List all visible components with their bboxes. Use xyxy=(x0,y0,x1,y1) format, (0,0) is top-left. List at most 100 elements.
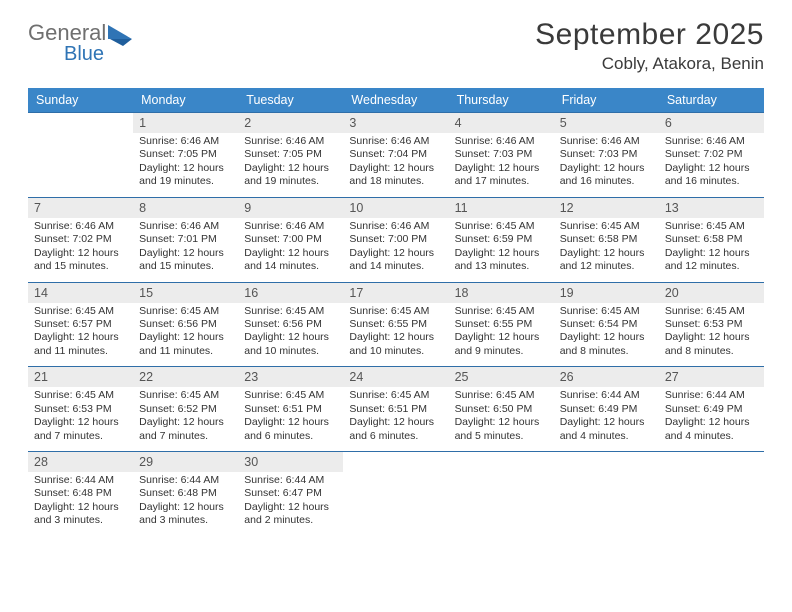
sunrise-text: Sunrise: 6:46 AM xyxy=(244,135,337,148)
day-body: Sunrise: 6:45 AMSunset: 6:53 PMDaylight:… xyxy=(28,387,133,451)
day-number: 11 xyxy=(449,198,554,218)
calendar-day xyxy=(343,452,448,536)
daylight-text: Daylight: 12 hours and 8 minutes. xyxy=(560,331,653,358)
sunrise-text: Sunrise: 6:44 AM xyxy=(244,474,337,487)
day-number: 25 xyxy=(449,367,554,387)
day-body: Sunrise: 6:45 AMSunset: 6:51 PMDaylight:… xyxy=(343,387,448,451)
day-number: 14 xyxy=(28,283,133,303)
sunrise-text: Sunrise: 6:45 AM xyxy=(139,305,232,318)
calendar-day: 26Sunrise: 6:44 AMSunset: 6:49 PMDayligh… xyxy=(554,367,659,451)
calendar-day: 15Sunrise: 6:45 AMSunset: 6:56 PMDayligh… xyxy=(133,283,238,367)
calendar-day: 9Sunrise: 6:46 AMSunset: 7:00 PMDaylight… xyxy=(238,198,343,282)
daylight-text: Daylight: 12 hours and 19 minutes. xyxy=(244,162,337,189)
dow-friday: Friday xyxy=(554,88,659,112)
day-body: Sunrise: 6:46 AMSunset: 7:03 PMDaylight:… xyxy=(449,133,554,197)
brand-word1: General xyxy=(28,20,106,45)
calendar-day: 19Sunrise: 6:45 AMSunset: 6:54 PMDayligh… xyxy=(554,283,659,367)
day-body: Sunrise: 6:46 AMSunset: 7:00 PMDaylight:… xyxy=(343,218,448,282)
day-number: 4 xyxy=(449,113,554,133)
sunrise-text: Sunrise: 6:45 AM xyxy=(455,220,548,233)
sunset-text: Sunset: 6:59 PM xyxy=(455,233,548,246)
calendar-day: 27Sunrise: 6:44 AMSunset: 6:49 PMDayligh… xyxy=(659,367,764,451)
day-body: Sunrise: 6:45 AMSunset: 6:51 PMDaylight:… xyxy=(238,387,343,451)
sunset-text: Sunset: 6:51 PM xyxy=(349,403,442,416)
day-number: 30 xyxy=(238,452,343,472)
sunset-text: Sunset: 6:55 PM xyxy=(349,318,442,331)
day-body: Sunrise: 6:44 AMSunset: 6:48 PMDaylight:… xyxy=(28,472,133,536)
daylight-text: Daylight: 12 hours and 12 minutes. xyxy=(665,247,758,274)
calendar-week: 21Sunrise: 6:45 AMSunset: 6:53 PMDayligh… xyxy=(28,366,764,451)
sunrise-text: Sunrise: 6:44 AM xyxy=(665,389,758,402)
day-body: Sunrise: 6:46 AMSunset: 7:04 PMDaylight:… xyxy=(343,133,448,197)
sunset-text: Sunset: 6:53 PM xyxy=(665,318,758,331)
day-body: Sunrise: 6:45 AMSunset: 6:53 PMDaylight:… xyxy=(659,303,764,367)
sunrise-text: Sunrise: 6:46 AM xyxy=(349,220,442,233)
day-number: 13 xyxy=(659,198,764,218)
day-body: Sunrise: 6:45 AMSunset: 6:54 PMDaylight:… xyxy=(554,303,659,367)
sunrise-text: Sunrise: 6:45 AM xyxy=(34,389,127,402)
sunrise-text: Sunrise: 6:46 AM xyxy=(139,135,232,148)
calendar-day: 6Sunrise: 6:46 AMSunset: 7:02 PMDaylight… xyxy=(659,113,764,197)
sunrise-text: Sunrise: 6:44 AM xyxy=(34,474,127,487)
calendar-week: 1Sunrise: 6:46 AMSunset: 7:05 PMDaylight… xyxy=(28,112,764,197)
day-body: Sunrise: 6:44 AMSunset: 6:48 PMDaylight:… xyxy=(133,472,238,536)
day-body: Sunrise: 6:46 AMSunset: 7:05 PMDaylight:… xyxy=(133,133,238,197)
daylight-text: Daylight: 12 hours and 6 minutes. xyxy=(244,416,337,443)
daylight-text: Daylight: 12 hours and 14 minutes. xyxy=(244,247,337,274)
daylight-text: Daylight: 12 hours and 9 minutes. xyxy=(455,331,548,358)
sunset-text: Sunset: 6:48 PM xyxy=(139,487,232,500)
daylight-text: Daylight: 12 hours and 19 minutes. xyxy=(139,162,232,189)
sunrise-text: Sunrise: 6:46 AM xyxy=(139,220,232,233)
calendar-day: 21Sunrise: 6:45 AMSunset: 6:53 PMDayligh… xyxy=(28,367,133,451)
day-number: 29 xyxy=(133,452,238,472)
day-body: Sunrise: 6:45 AMSunset: 6:57 PMDaylight:… xyxy=(28,303,133,367)
day-number: 2 xyxy=(238,113,343,133)
day-number xyxy=(659,452,764,458)
sunset-text: Sunset: 7:03 PM xyxy=(560,148,653,161)
daylight-text: Daylight: 12 hours and 16 minutes. xyxy=(665,162,758,189)
day-body: Sunrise: 6:45 AMSunset: 6:56 PMDaylight:… xyxy=(133,303,238,367)
title-block: September 2025 Cobly, Atakora, Benin xyxy=(535,18,764,74)
day-body: Sunrise: 6:46 AMSunset: 7:01 PMDaylight:… xyxy=(133,218,238,282)
svg-text:Blue: Blue xyxy=(64,43,104,65)
brand-word2: Blue xyxy=(64,43,104,65)
daylight-text: Daylight: 12 hours and 2 minutes. xyxy=(244,501,337,528)
calendar-day: 11 Sunrise: 6:45 AMSunset: 6:59 PMDayligh… xyxy=(449,198,554,282)
day-number: 22 xyxy=(133,367,238,387)
day-number: 17 xyxy=(343,283,448,303)
day-body: Sunrise: 6:44 AMSunset: 6:49 PMDaylight:… xyxy=(554,387,659,451)
sunrise-text: Sunrise: 6:45 AM xyxy=(349,389,442,402)
daylight-text: Daylight: 12 hours and 13 minutes. xyxy=(455,247,548,274)
day-number: 3 xyxy=(343,113,448,133)
daylight-text: Daylight: 12 hours and 3 minutes. xyxy=(34,501,127,528)
sunset-text: Sunset: 6:49 PM xyxy=(665,403,758,416)
day-body: Sunrise: 6:44 AMSunset: 6:49 PMDaylight:… xyxy=(659,387,764,451)
calendar-day xyxy=(28,113,133,197)
sunset-text: Sunset: 6:58 PM xyxy=(560,233,653,246)
day-number: 15 xyxy=(133,283,238,303)
month-title: September 2025 xyxy=(535,18,764,52)
calendar-day: 1Sunrise: 6:46 AMSunset: 7:05 PMDaylight… xyxy=(133,113,238,197)
day-number: 6 xyxy=(659,113,764,133)
calendar-day: 18Sunrise: 6:45 AMSunset: 6:55 PMDayligh… xyxy=(449,283,554,367)
daylight-text: Daylight: 12 hours and 12 minutes. xyxy=(560,247,653,274)
calendar-day xyxy=(659,452,764,536)
sunset-text: Sunset: 7:02 PM xyxy=(34,233,127,246)
day-number xyxy=(28,113,133,119)
sunrise-text: Sunrise: 6:45 AM xyxy=(244,305,337,318)
sunset-text: Sunset: 6:51 PM xyxy=(244,403,337,416)
calendar-day: 8Sunrise: 6:46 AMSunset: 7:01 PMDaylight… xyxy=(133,198,238,282)
daylight-text: Daylight: 12 hours and 4 minutes. xyxy=(560,416,653,443)
day-number: 24 xyxy=(343,367,448,387)
sunset-text: Sunset: 6:52 PM xyxy=(139,403,232,416)
day-number: 7 xyxy=(28,198,133,218)
dow-sunday: Sunday xyxy=(28,88,133,112)
sunrise-text: Sunrise: 6:45 AM xyxy=(349,305,442,318)
day-body: Sunrise: 6:45 AMSunset: 6:50 PMDaylight:… xyxy=(449,387,554,451)
day-body: Sunrise: 6:45 AMSunset: 6:55 PMDaylight:… xyxy=(449,303,554,367)
calendar-day xyxy=(449,452,554,536)
sunset-text: Sunset: 6:58 PM xyxy=(665,233,758,246)
dow-monday: Monday xyxy=(133,88,238,112)
day-number: 12 xyxy=(554,198,659,218)
sunrise-text: Sunrise: 6:45 AM xyxy=(560,220,653,233)
